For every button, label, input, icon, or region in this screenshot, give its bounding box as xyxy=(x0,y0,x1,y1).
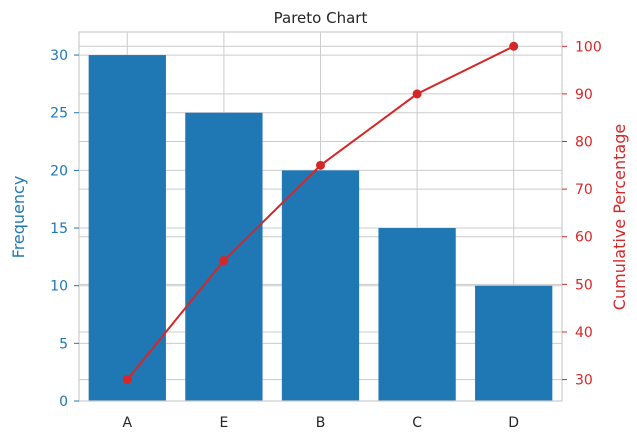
cumulative-point xyxy=(219,256,229,266)
frequency-bar xyxy=(378,228,456,401)
x-tick-label: B xyxy=(316,415,326,431)
left-tick-label: 25 xyxy=(50,106,68,122)
left-tick-label: 15 xyxy=(50,221,68,237)
right-tick-label: 50 xyxy=(575,277,593,293)
right-tick-label: 90 xyxy=(575,87,593,103)
right-tick-label: 30 xyxy=(575,373,593,389)
cumulative-point xyxy=(316,160,325,170)
cumulative-line-layer xyxy=(122,41,519,385)
left-tick-label: 0 xyxy=(59,394,68,410)
right-tick-label: 70 xyxy=(575,182,593,198)
right-axis-label: Cumulative Percentage xyxy=(610,124,629,310)
left-tick-label: 20 xyxy=(50,163,68,179)
cumulative-point xyxy=(509,41,519,51)
frequency-bar xyxy=(475,285,553,401)
left-tick-label: 10 xyxy=(50,279,68,295)
frequency-bar xyxy=(88,55,166,401)
cumulative-point xyxy=(122,375,132,385)
chart-title: Pareto Chart xyxy=(274,9,368,27)
frequency-bar xyxy=(281,170,360,401)
x-tick-label: D xyxy=(508,415,519,431)
right-tick-label: 80 xyxy=(575,135,593,151)
x-tick-label: E xyxy=(219,415,228,431)
plot-frame xyxy=(78,31,563,402)
cumulative-point xyxy=(412,89,422,99)
left-tick-label: 30 xyxy=(50,48,68,64)
right-tick-label: 40 xyxy=(575,325,593,341)
right-tick-label: 60 xyxy=(575,230,593,246)
right-tick-label: 100 xyxy=(575,39,602,55)
x-tick-label: C xyxy=(412,415,422,431)
left-axis-label: Frequency xyxy=(9,176,28,259)
left-tick-label: 5 xyxy=(59,336,68,352)
ticks-layer: 0 5 10 15 20 25 30 30 40 50 60 70 80 90 100 A E B C D xyxy=(50,39,602,431)
x-tick-label: A xyxy=(123,415,133,431)
